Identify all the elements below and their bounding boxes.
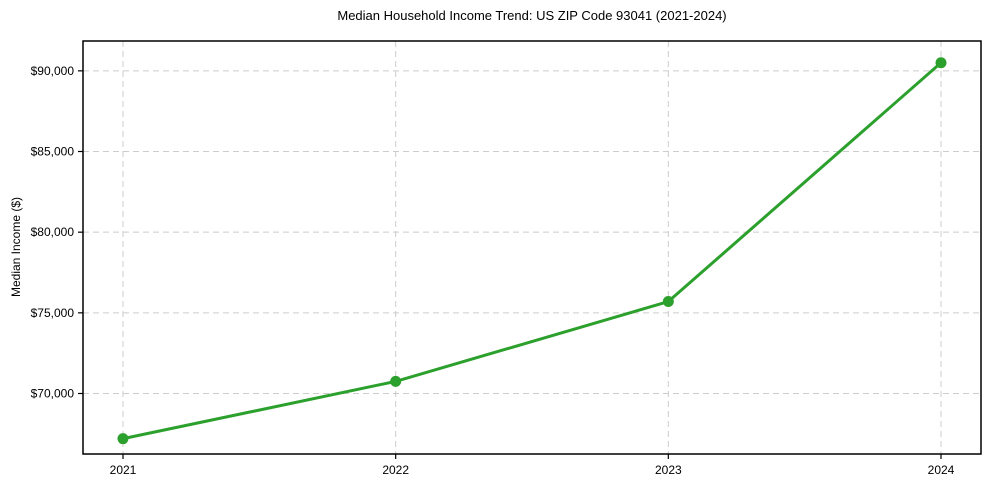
- data-point-2024: [935, 57, 947, 69]
- y-tick-label: $70,000: [31, 387, 75, 401]
- y-axis-label: Median Income ($): [9, 196, 23, 298]
- data-point-2021: [117, 433, 129, 445]
- x-tick-label: 2022: [382, 463, 409, 477]
- data-point-2022: [390, 375, 402, 387]
- y-tick-label: $85,000: [31, 145, 75, 159]
- x-tick-label: 2024: [928, 463, 955, 477]
- y-tick-label: $90,000: [31, 64, 75, 78]
- trend-line: [121, 61, 943, 441]
- plot-border: [82, 40, 982, 455]
- y-tick-label: $80,000: [31, 225, 75, 239]
- x-tick-label: 2023: [655, 463, 682, 477]
- chart-title: Median Household Income Trend: US ZIP Co…: [337, 8, 727, 23]
- data-point-2023: [662, 296, 674, 308]
- x-tick-label: 2021: [110, 463, 137, 477]
- y-tick-label: $75,000: [31, 306, 75, 320]
